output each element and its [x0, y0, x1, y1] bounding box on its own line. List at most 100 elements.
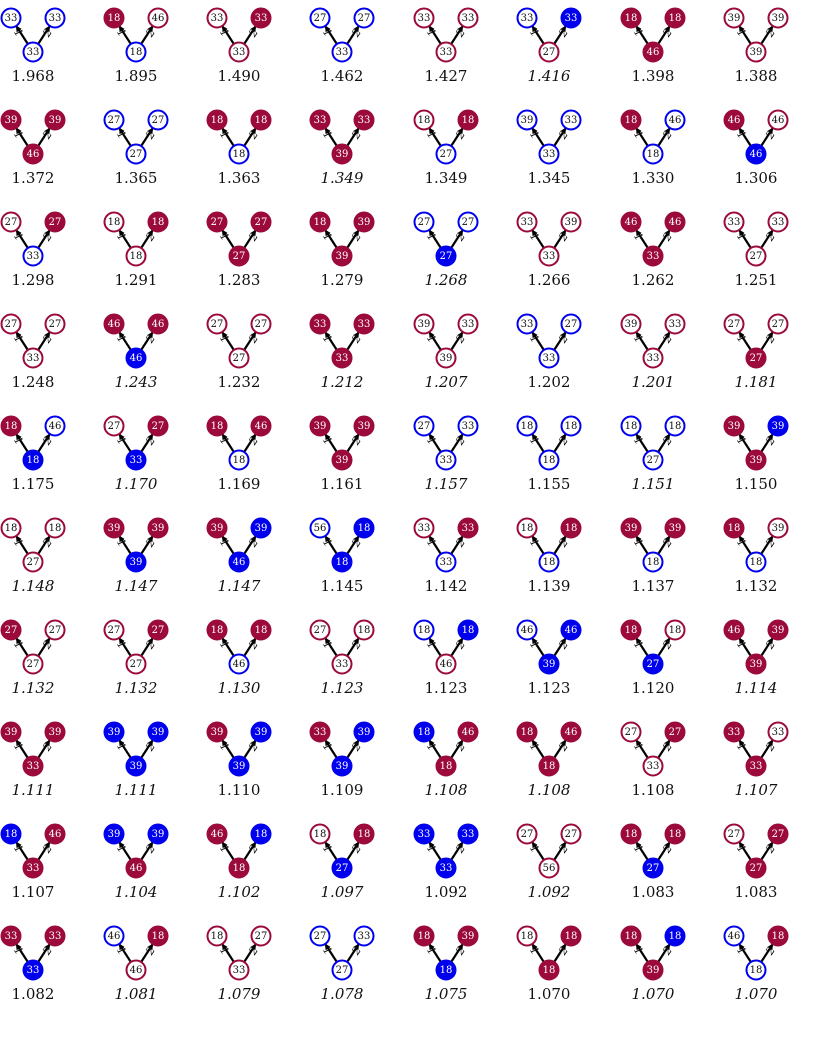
- motif-cell: 1 2 18 46 18 1.169: [189, 413, 289, 513]
- edge-left: [15, 433, 29, 453]
- node-bottom: 27: [642, 653, 664, 675]
- node-left: 18: [620, 415, 642, 437]
- svg-text:18: 18: [5, 523, 18, 534]
- svg-text:18: 18: [669, 931, 682, 942]
- node-right: 39: [147, 721, 169, 743]
- node-right: 39: [353, 415, 375, 437]
- node-right: 39: [353, 721, 375, 743]
- node-right: 18: [664, 619, 686, 641]
- edge-right: [243, 331, 257, 351]
- motif-score: 1.097: [320, 883, 364, 901]
- node-right: 33: [353, 925, 375, 947]
- svg-text:33: 33: [543, 149, 556, 160]
- motif-cell: 1 2 33 33 33 1.142: [396, 515, 496, 615]
- node-right: 46: [44, 415, 66, 437]
- motif-cell: 1 2 46 46 46 1.243: [86, 311, 186, 411]
- motif-score: 1.363: [217, 169, 261, 187]
- node-bottom: 39: [745, 449, 767, 471]
- motif-score: 1.145: [320, 577, 364, 595]
- svg-text:33: 33: [49, 13, 62, 24]
- svg-text:33: 33: [440, 47, 453, 58]
- svg-text:39: 39: [108, 829, 121, 840]
- edge-left: [221, 535, 235, 555]
- node-bottom: 27: [435, 143, 457, 165]
- node-left: 18: [620, 109, 642, 131]
- node-right: 39: [767, 619, 789, 641]
- svg-text:27: 27: [418, 421, 431, 432]
- svg-text:27: 27: [130, 659, 143, 670]
- node-left: 27: [309, 925, 331, 947]
- motif-score: 1.372: [11, 169, 55, 187]
- motif-score: 1.111: [114, 781, 158, 799]
- edge-right: [346, 841, 360, 861]
- edge-right: [657, 25, 671, 45]
- svg-text:27: 27: [772, 319, 785, 330]
- svg-text:46: 46: [27, 149, 40, 160]
- svg-text:27: 27: [336, 965, 349, 976]
- svg-text:27: 27: [233, 353, 246, 364]
- motif-score: 1.114: [734, 679, 778, 697]
- node-left: 27: [309, 619, 331, 641]
- svg-text:27: 27: [418, 217, 431, 228]
- node-right: 46: [664, 211, 686, 233]
- motif-cell: 1 2 33 33 33 1.427: [396, 5, 496, 105]
- svg-text:39: 39: [49, 115, 62, 126]
- node-bottom: 46: [125, 959, 147, 981]
- motif-score: 1.398: [631, 67, 675, 85]
- node-left: 56: [309, 517, 331, 539]
- svg-text:33: 33: [440, 557, 453, 568]
- edge-right: [553, 25, 567, 45]
- svg-text:33: 33: [728, 727, 741, 738]
- svg-text:18: 18: [625, 421, 638, 432]
- svg-text:18: 18: [130, 47, 143, 58]
- svg-text:27: 27: [565, 829, 578, 840]
- node-right: 27: [147, 109, 169, 131]
- motif-score: 1.148: [11, 577, 55, 595]
- motif-score: 1.111: [11, 781, 55, 799]
- svg-text:18: 18: [211, 625, 224, 636]
- node-bottom: 33: [125, 449, 147, 471]
- edge-left: [531, 127, 545, 147]
- node-right: 33: [457, 517, 479, 539]
- edge-left: [15, 331, 29, 351]
- node-right: 27: [664, 721, 686, 743]
- motif-cell: 1 2 27 27 27 1.181: [706, 311, 806, 411]
- node-bottom: 27: [331, 857, 353, 879]
- svg-text:27: 27: [669, 727, 682, 738]
- edge-right: [243, 25, 257, 45]
- edge-left: [738, 433, 752, 453]
- edge-right: [450, 25, 464, 45]
- motif-cell: 1 2 46 39 39 1.114: [706, 617, 806, 717]
- edge-right: [37, 841, 51, 861]
- node-right: 18: [457, 109, 479, 131]
- svg-text:39: 39: [336, 251, 349, 262]
- svg-text:33: 33: [521, 217, 534, 228]
- edge-right: [243, 433, 257, 453]
- motif-cell: 1 2 18 18 27 1.148: [0, 515, 83, 615]
- edge-right: [657, 331, 671, 351]
- edge-left: [221, 637, 235, 657]
- svg-text:18: 18: [669, 625, 682, 636]
- node-right: 33: [44, 925, 66, 947]
- node-left: 39: [723, 7, 745, 29]
- node-right: 27: [250, 211, 272, 233]
- svg-text:39: 39: [418, 319, 431, 330]
- svg-text:46: 46: [49, 421, 62, 432]
- svg-text:33: 33: [669, 319, 682, 330]
- svg-text:33: 33: [728, 217, 741, 228]
- motif-score: 1.108: [424, 781, 468, 799]
- motif-score: 1.349: [320, 169, 364, 187]
- motif-score: 1.104: [114, 883, 158, 901]
- node-bottom: 33: [331, 41, 353, 63]
- edge-left: [118, 739, 132, 759]
- edge-right: [243, 229, 257, 249]
- svg-text:18: 18: [314, 829, 327, 840]
- node-right: 18: [250, 619, 272, 641]
- node-right: 18: [353, 619, 375, 641]
